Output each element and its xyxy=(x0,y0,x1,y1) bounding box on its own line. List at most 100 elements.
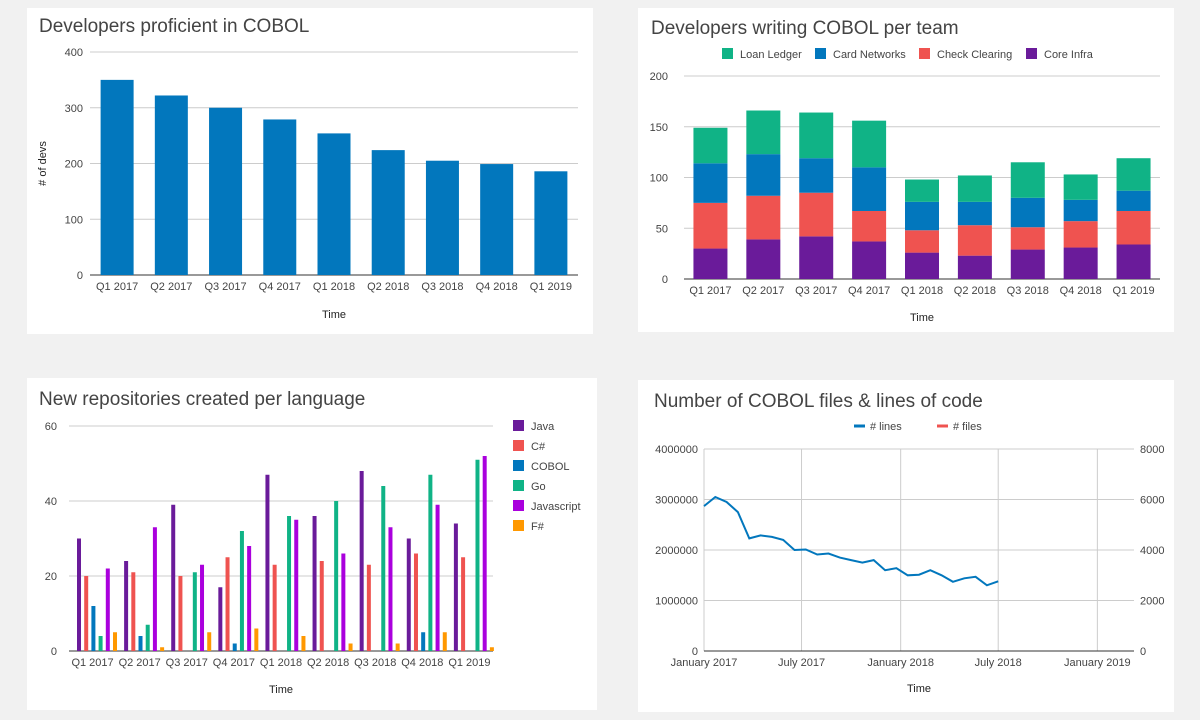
bar xyxy=(145,624,150,651)
legend-swatch xyxy=(722,48,733,59)
bar-segment xyxy=(957,175,992,202)
bar xyxy=(265,474,270,651)
bar-segment xyxy=(957,255,992,279)
chart-files-lines: Number of COBOL files & lines of code 0 10… xyxy=(654,391,1164,695)
bar-segment xyxy=(1010,197,1045,228)
bar xyxy=(287,516,292,651)
x-axis-title: Time xyxy=(910,312,934,324)
bar xyxy=(425,160,459,275)
bar xyxy=(317,133,351,275)
bar-segment xyxy=(1010,227,1045,250)
legend-label: Java xyxy=(531,421,555,433)
bar-segment xyxy=(1116,244,1151,279)
bar-segment xyxy=(852,210,887,242)
bar xyxy=(453,523,458,651)
bar xyxy=(341,553,346,651)
x-tick-label: Q3 2018 xyxy=(1007,285,1049,297)
legend-label: # files xyxy=(953,421,982,433)
chart-title: Developers writing COBOL per team xyxy=(651,18,959,39)
bar-segment xyxy=(852,120,887,168)
bar xyxy=(171,504,176,651)
bar-segment xyxy=(905,179,939,202)
bar xyxy=(421,632,426,651)
bar xyxy=(192,572,197,651)
x-tick-label: Q1 2017 xyxy=(96,281,138,293)
bar xyxy=(225,557,230,651)
legend-label: Go xyxy=(531,481,546,493)
bar xyxy=(263,119,297,276)
legend-swatch xyxy=(513,460,524,471)
bar-segment xyxy=(957,201,992,226)
bar xyxy=(152,527,157,651)
legend-swatch xyxy=(513,480,524,491)
bar xyxy=(395,643,400,651)
y-axis-title: # of devs xyxy=(37,141,49,186)
y-right-tick-label: 4000 xyxy=(1140,545,1164,557)
bar-segment xyxy=(799,236,834,279)
y-tick-label: 200 xyxy=(65,159,83,171)
x-tick-label: Q4 2018 xyxy=(401,657,443,669)
bar-segment xyxy=(1116,210,1151,245)
y-tick-label: 20 xyxy=(45,571,57,583)
bar-segment xyxy=(693,163,728,203)
bar-segment xyxy=(905,201,939,231)
bar xyxy=(534,171,568,275)
x-tick-label: Q3 2018 xyxy=(421,281,463,293)
x-tick-label: January 2019 xyxy=(1064,657,1131,669)
legend-swatch xyxy=(513,520,524,531)
chart-panel-team-stacked: Developers writing COBOL per team 0 50 100 1… xyxy=(638,8,1174,332)
y-tick-label: 200 xyxy=(650,71,668,83)
bar xyxy=(461,557,466,651)
x-tick-label: January 2017 xyxy=(671,657,738,669)
legend-swatch xyxy=(815,48,826,59)
x-tick-label: Q3 2017 xyxy=(166,657,208,669)
x-tick-label: Q1 2018 xyxy=(260,657,302,669)
x-tick-label: Q2 2017 xyxy=(150,281,192,293)
bar xyxy=(435,504,440,651)
bar xyxy=(294,519,299,651)
bar-segment xyxy=(852,167,887,211)
x-tick-label: Q2 2017 xyxy=(119,657,161,669)
bar-segment xyxy=(799,112,834,159)
x-tick-label: Q3 2018 xyxy=(354,657,396,669)
x-tick-label: Q4 2017 xyxy=(848,285,890,297)
y-right-tick-label: 6000 xyxy=(1140,495,1164,507)
chart-title: Number of COBOL files & lines of code xyxy=(654,391,983,412)
x-tick-label: Q1 2018 xyxy=(313,281,355,293)
bar xyxy=(124,561,129,651)
bar xyxy=(482,456,487,651)
chart-cobol-devs: Developers proficient in COBOL 0 100 200 300… xyxy=(37,16,578,321)
x-axis-title: Time xyxy=(907,683,931,695)
legend-swatch xyxy=(919,48,930,59)
y-tick-label: 40 xyxy=(45,496,57,508)
x-tick-label: Q1 2018 xyxy=(901,285,943,297)
bar xyxy=(371,150,405,275)
bar-segment xyxy=(1116,190,1151,211)
bar xyxy=(442,632,447,651)
bar xyxy=(154,95,188,275)
bar xyxy=(100,79,134,275)
bar xyxy=(91,606,96,651)
bar-segment xyxy=(1063,199,1098,222)
y-left-tick-label: 4000000 xyxy=(655,444,698,456)
y-tick-label: 400 xyxy=(65,47,83,59)
bar xyxy=(301,636,306,651)
bar xyxy=(247,546,252,651)
y-left-tick-label: 3000000 xyxy=(655,495,698,507)
bar-segment xyxy=(746,239,781,279)
x-tick-label: Q1 2017 xyxy=(689,285,731,297)
bar xyxy=(334,501,339,651)
legend-label: # lines xyxy=(870,421,902,433)
bar-segment xyxy=(852,241,887,279)
x-tick-label: Q2 2017 xyxy=(742,285,784,297)
bar-segment xyxy=(1116,158,1151,191)
y-tick-label: 0 xyxy=(662,274,668,286)
bar xyxy=(160,647,165,651)
legend-swatch xyxy=(513,440,524,451)
bar-segment xyxy=(1010,162,1045,198)
bar-segment xyxy=(1063,221,1098,248)
y-left-tick-label: 0 xyxy=(692,646,698,658)
y-tick-label: 50 xyxy=(656,223,668,235)
bar xyxy=(413,553,418,651)
y-tick-label: 300 xyxy=(65,103,83,115)
